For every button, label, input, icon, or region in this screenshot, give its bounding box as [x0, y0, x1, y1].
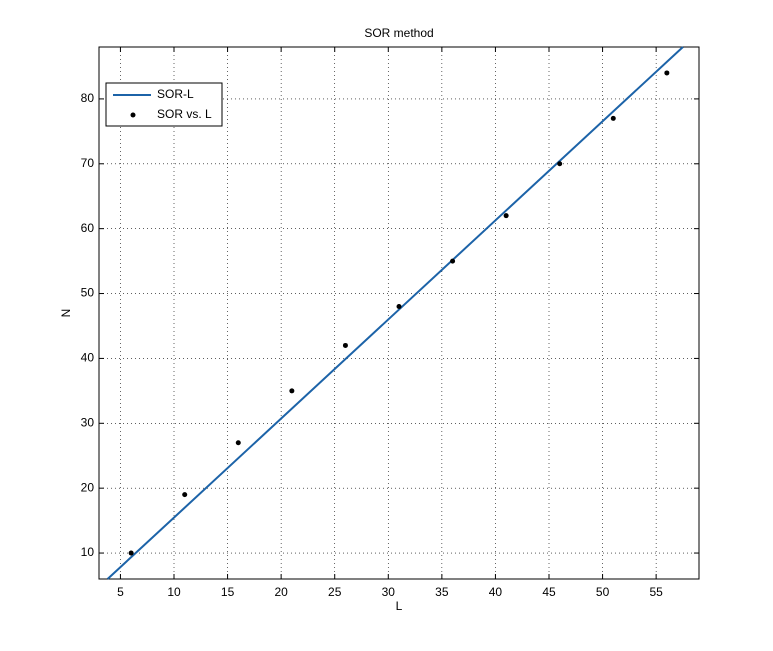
point — [396, 304, 402, 310]
point — [664, 70, 670, 76]
point — [557, 161, 563, 167]
x-tick-label: 10 — [167, 585, 181, 599]
y-tick-label: 50 — [81, 286, 95, 300]
x-axis-label: L — [396, 599, 403, 613]
y-axis-label: N — [59, 309, 73, 318]
legend-label: SOR vs. L — [157, 107, 212, 121]
y-tick-label: 60 — [81, 221, 95, 235]
point — [450, 258, 456, 264]
point — [610, 115, 616, 121]
y-tick-label: 20 — [81, 480, 95, 494]
x-tick-label: 35 — [435, 585, 449, 599]
y-tick-label: 30 — [81, 415, 95, 429]
x-tick-label: 55 — [649, 585, 663, 599]
x-tick-label: 50 — [596, 585, 610, 599]
x-tick-label: 20 — [274, 585, 288, 599]
x-tick-label: 30 — [382, 585, 396, 599]
x-tick-label: 45 — [542, 585, 556, 599]
point — [235, 440, 241, 446]
x-tick-label: 5 — [117, 585, 124, 599]
point — [289, 388, 295, 394]
legend-box — [105, 82, 223, 127]
point — [503, 213, 509, 219]
point — [182, 492, 188, 498]
chart-title: SOR method — [364, 26, 433, 40]
x-tick-label: 15 — [221, 585, 235, 599]
point — [342, 342, 348, 348]
plot-frame — [98, 46, 700, 580]
point — [128, 550, 134, 556]
y-tick-label: 80 — [81, 91, 95, 105]
y-tick-label: 10 — [81, 545, 95, 559]
line — [106, 46, 684, 580]
x-tick-label: 25 — [328, 585, 342, 599]
legend-swatch — [130, 112, 136, 118]
y-tick-label: 40 — [81, 351, 95, 365]
x-tick-label: 40 — [489, 585, 503, 599]
y-tick-label: 70 — [81, 156, 95, 170]
legend-label: SOR-L — [157, 87, 194, 101]
